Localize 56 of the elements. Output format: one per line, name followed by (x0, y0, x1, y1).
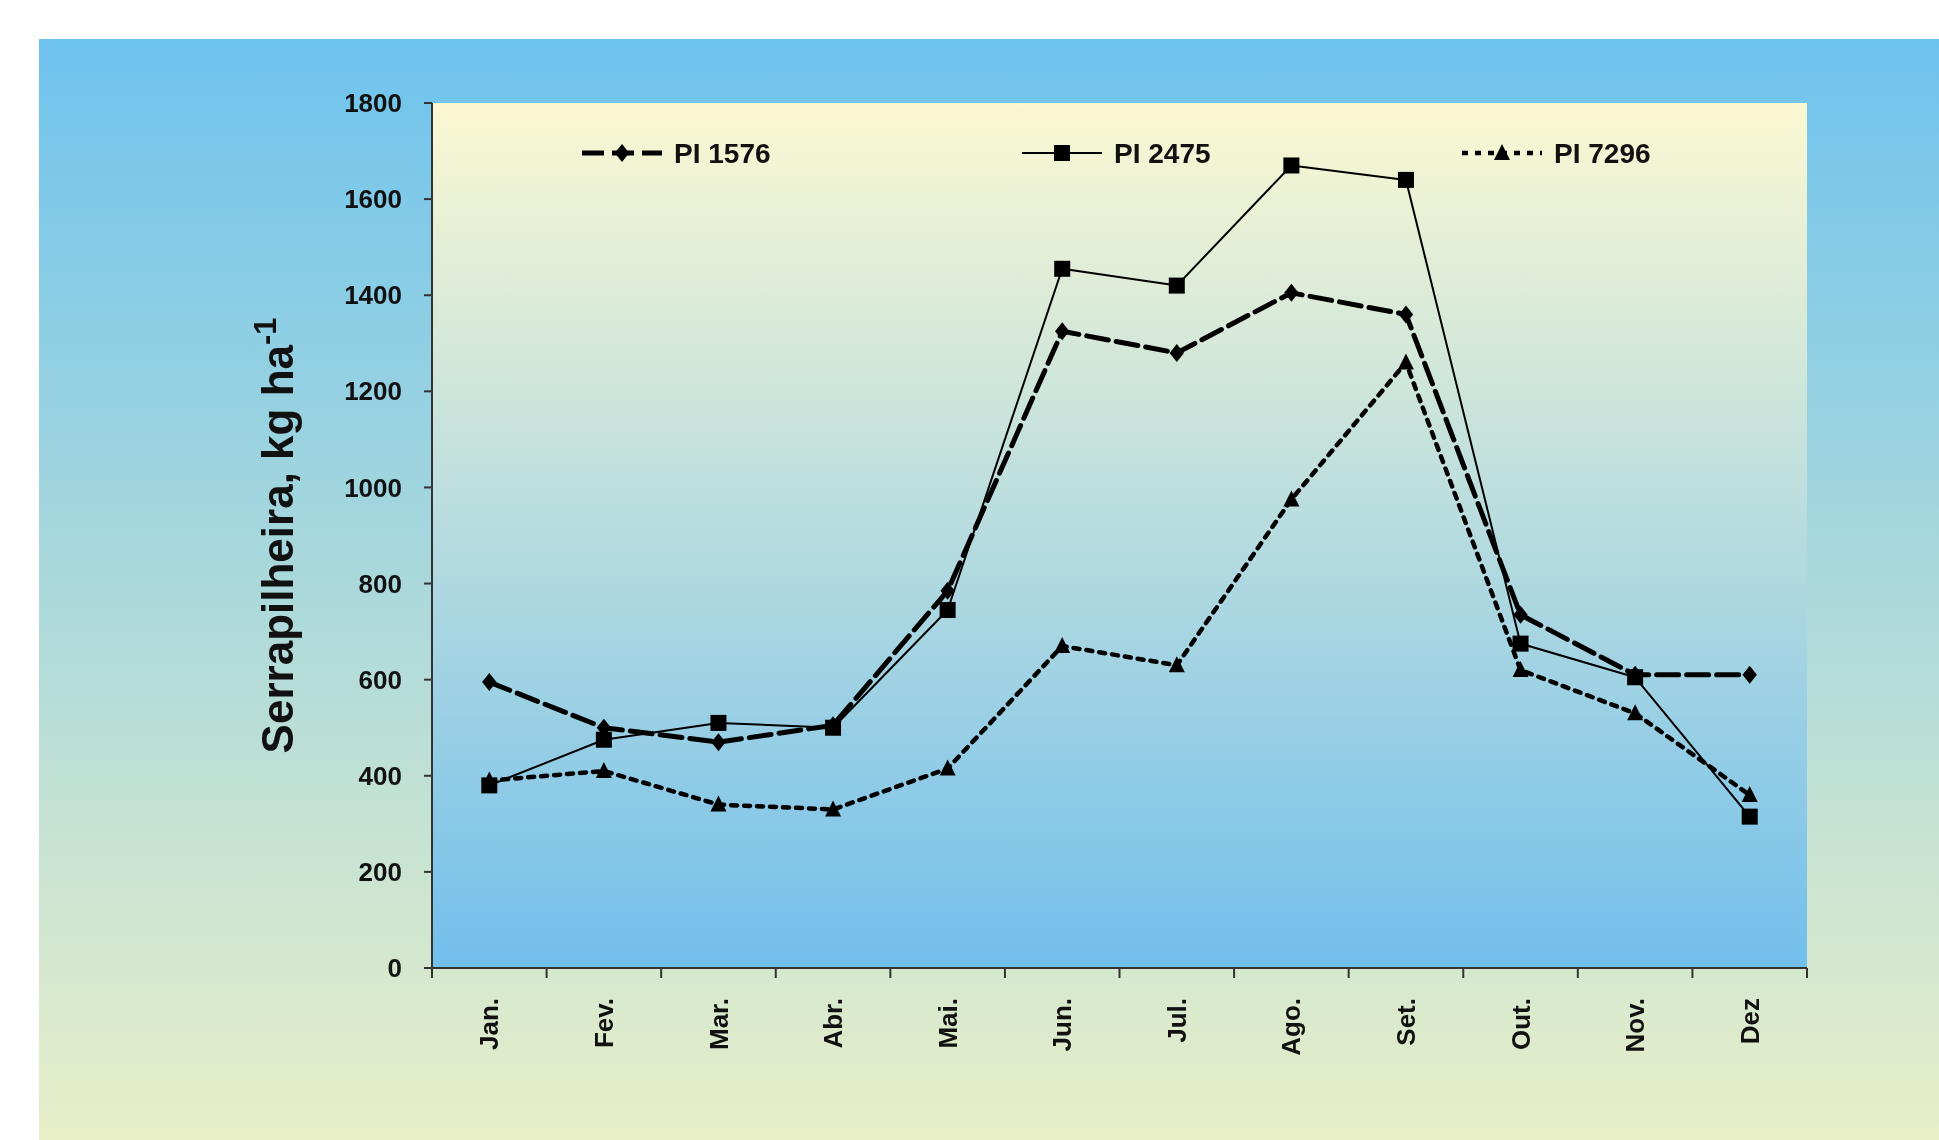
x-tick-label: Nov. (1620, 998, 1651, 1053)
x-tick-label: Abr. (818, 998, 849, 1049)
x-tick-label: Jun. (1047, 998, 1078, 1052)
point (1169, 343, 1184, 362)
point (1168, 656, 1185, 673)
x-tick-label: Jan. (474, 998, 505, 1051)
point (595, 761, 612, 778)
x-tick-label: Set. (1391, 998, 1422, 1046)
x-tick-label: Mar. (703, 998, 734, 1051)
point (1512, 635, 1529, 652)
y-tick-label: 200 (358, 856, 402, 887)
point (940, 581, 955, 600)
point (481, 771, 498, 788)
y-tick-label: 1400 (344, 280, 402, 311)
x-tick-label: Ago. (1276, 998, 1307, 1056)
y-tick-label: 1800 (344, 88, 402, 119)
point (1398, 305, 1414, 324)
point (1512, 661, 1529, 678)
point (1284, 283, 1299, 302)
point (1741, 786, 1758, 802)
x-tick-label: Jul. (1161, 998, 1192, 1043)
point (1055, 322, 1070, 341)
y-tick-label: 1600 (344, 184, 402, 215)
x-tick-label: Mai. (932, 998, 963, 1049)
point (1742, 665, 1757, 684)
point (1627, 704, 1644, 721)
point (1627, 669, 1644, 686)
point (1054, 260, 1071, 277)
point (1741, 808, 1758, 825)
point (1513, 605, 1528, 624)
x-tick-label: Dez (1734, 998, 1765, 1045)
legend-label: PI 1576 (674, 137, 771, 169)
point (710, 795, 727, 812)
legend-label: PI 7296 (1554, 137, 1651, 169)
y-tick-label: 1200 (344, 376, 402, 407)
y-tick-label: 0 (387, 953, 402, 984)
legend-label: PI 2475 (1114, 137, 1211, 169)
point (711, 733, 726, 752)
point (939, 601, 956, 618)
point (1283, 157, 1300, 174)
y-tick-label: 400 (358, 760, 402, 791)
point (825, 800, 842, 817)
point (710, 714, 727, 731)
point (1283, 490, 1300, 507)
point (939, 759, 956, 776)
point (595, 731, 612, 748)
point (1168, 277, 1185, 294)
y-tick-label: 1000 (344, 472, 402, 503)
y-tick-label: 600 (358, 664, 402, 695)
point (1397, 171, 1414, 188)
point (1397, 353, 1414, 370)
x-tick-label: Out. (1505, 998, 1536, 1050)
point (1054, 637, 1071, 654)
x-tick-label: Fev. (588, 998, 619, 1049)
point (482, 673, 497, 692)
y-tick-label: 800 (358, 568, 402, 599)
